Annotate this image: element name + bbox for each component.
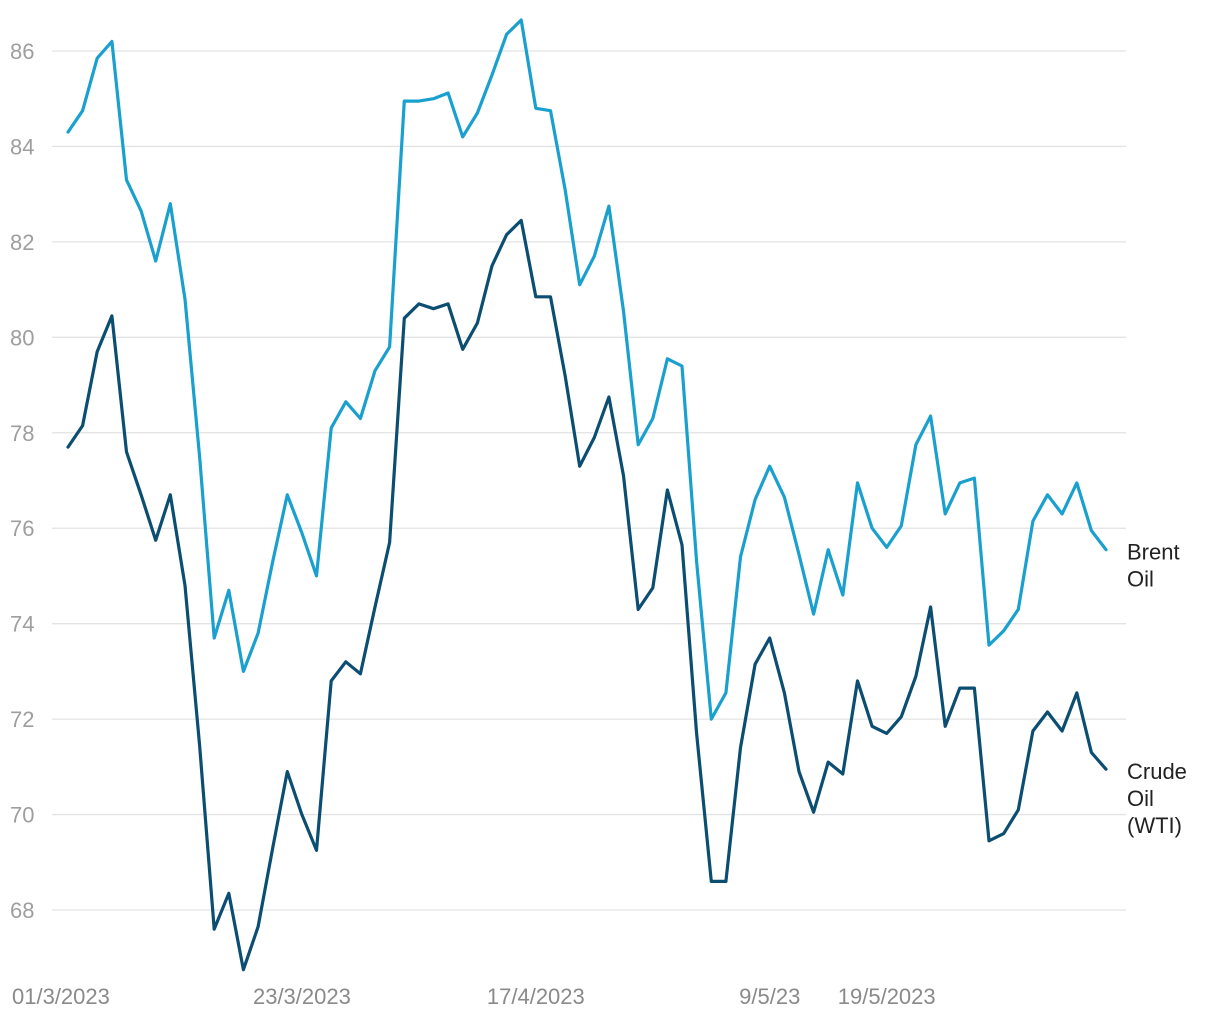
y-tick-label: 74 [10,612,34,637]
x-tick-label: 9/5/23 [739,984,800,1009]
series-labels: Brent Oil Crude Oil (WTI) [1127,540,1187,839]
series-lines [66,18,1108,972]
y-tick-label: 76 [10,516,34,541]
y-tick-label: 86 [10,39,34,64]
x-axis-ticks: 01/3/2023 23/3/2023 17/4/2023 9/5/23 19/5/20… [12,984,936,1009]
y-tick-label: 72 [10,707,34,732]
brent-oil-label: Brent Oil [1127,540,1180,592]
y-tick-label: 78 [10,421,34,446]
x-tick-label: 01/3/2023 [12,984,110,1009]
y-tick-label: 70 [10,803,34,828]
y-tick-label: 68 [10,898,34,923]
x-tick-label: 19/5/2023 [838,984,936,1009]
x-tick-label: 23/3/2023 [253,984,351,1009]
x-tick-label: 17/4/2023 [487,984,585,1009]
y-tick-label: 80 [10,325,34,350]
wti-crude-oil-line [66,218,1108,972]
y-axis-ticks: 68 70 72 74 76 78 80 82 84 86 [10,39,34,923]
brent-oil-line [66,18,1108,721]
wti-crude-oil-label: Crude Oil (WTI) [1127,759,1187,838]
y-tick-label: 82 [10,230,34,255]
y-tick-label: 84 [10,134,34,159]
gridlines [52,50,1126,911]
